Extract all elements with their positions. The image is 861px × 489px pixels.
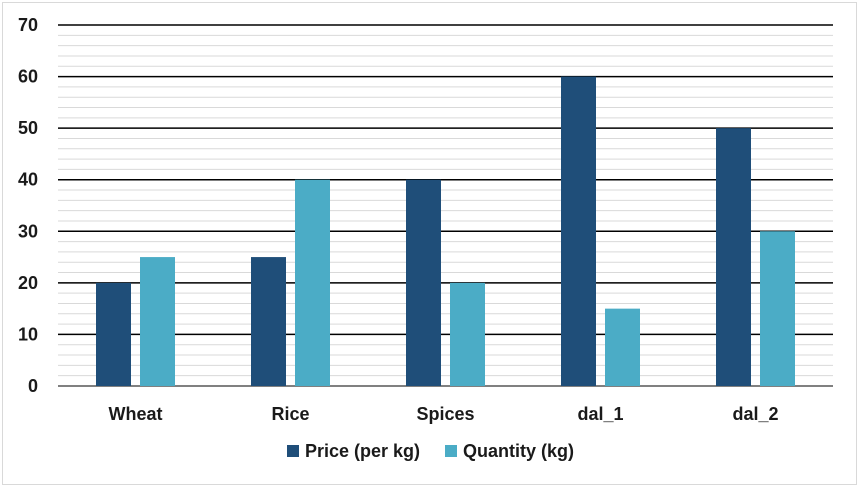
bar-quantity-rice <box>295 179 330 386</box>
gridlines <box>58 24 833 387</box>
bar-quantity-wheat <box>140 257 175 386</box>
y-tick-label: 50 <box>18 118 38 138</box>
x-category-label: dal_1 <box>577 404 623 424</box>
bar-price-rice <box>251 257 286 386</box>
bar-price-dal_2 <box>716 128 751 386</box>
y-tick-label: 0 <box>28 376 38 396</box>
legend-label: Price (per kg) <box>305 441 420 461</box>
bars <box>96 76 795 387</box>
y-tick-label: 70 <box>18 15 38 35</box>
legend-swatch <box>287 445 299 457</box>
x-category-label: Spices <box>416 404 474 424</box>
legend-label: Quantity (kg) <box>463 441 574 461</box>
y-tick-label: 10 <box>18 324 38 344</box>
bar-quantity-dal_1 <box>605 308 640 386</box>
bar-quantity-spices <box>450 282 485 386</box>
x-category-label: Wheat <box>109 404 163 424</box>
y-tick-label: 20 <box>18 273 38 293</box>
y-tick-label: 40 <box>18 170 38 190</box>
y-tick-label: 60 <box>18 67 38 87</box>
y-tick-label: 30 <box>18 221 38 241</box>
x-category-label: dal_2 <box>732 404 778 424</box>
bar-price-dal_1 <box>561 76 596 387</box>
x-category-label: Rice <box>271 404 309 424</box>
legend-swatch <box>445 445 457 457</box>
y-axis-ticks: 0 10 20 30 40 50 60 70 <box>18 15 38 396</box>
bar-price-spices <box>406 179 441 386</box>
x-axis-labels: Wheat Rice Spices dal_1 dal_2 <box>109 404 779 424</box>
bar-price-wheat <box>96 282 131 386</box>
bar-quantity-dal_2 <box>760 231 795 386</box>
legend: Price (per kg) Quantity (kg) <box>287 441 574 461</box>
